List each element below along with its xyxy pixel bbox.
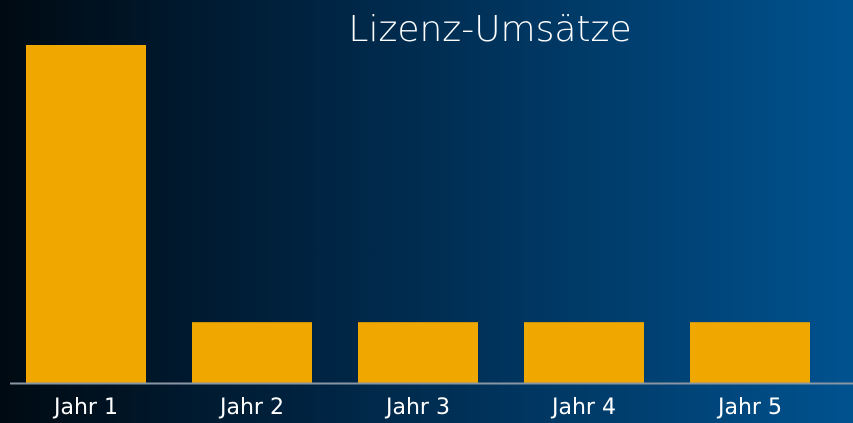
bar: [192, 322, 312, 383]
x-tick-label: Jahr 3: [384, 395, 450, 420]
bar: [26, 45, 146, 383]
bar: [358, 322, 478, 383]
x-tick-label: Jahr 2: [218, 395, 284, 420]
x-tick-label: Jahr 1: [52, 395, 118, 420]
chart-title: Lizenz-Umsätze: [348, 9, 631, 50]
bar: [690, 322, 810, 383]
x-tick-label: Jahr 5: [716, 395, 782, 420]
bar: [524, 322, 644, 383]
x-tick-label: Jahr 4: [550, 395, 616, 420]
